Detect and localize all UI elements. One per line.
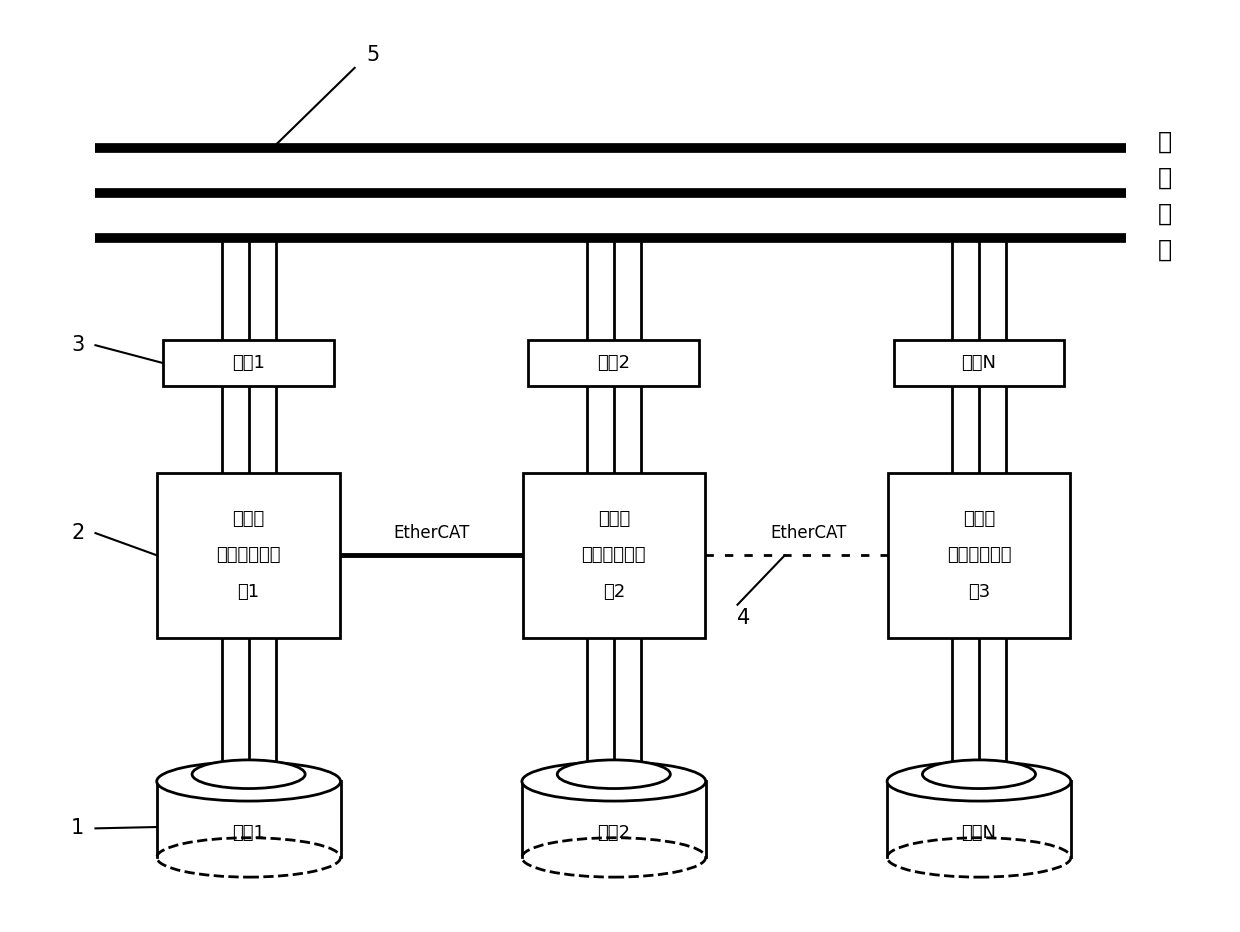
Text: 3: 3 [71, 336, 84, 355]
Text: 1: 1 [71, 818, 84, 839]
Text: 一体化: 一体化 [598, 510, 630, 528]
Ellipse shape [192, 760, 305, 788]
Ellipse shape [887, 761, 1071, 802]
Text: 飞轮2: 飞轮2 [598, 824, 630, 843]
Bar [528, 340, 699, 387]
Text: 交: 交 [1158, 130, 1172, 154]
Text: 开关N: 开关N [961, 354, 997, 372]
Ellipse shape [522, 761, 706, 802]
Text: 网: 网 [1158, 238, 1172, 262]
Text: 开关1: 开关1 [232, 354, 265, 372]
Bar [522, 473, 706, 638]
Text: 飞轮储能变流: 飞轮储能变流 [946, 546, 1012, 565]
Text: 器2: 器2 [603, 582, 625, 601]
Text: 飞轮储能变流: 飞轮储能变流 [582, 546, 646, 565]
Text: 器1: 器1 [238, 582, 259, 601]
Text: 飞轮储能变流: 飞轮储能变流 [216, 546, 281, 565]
Bar [894, 340, 1064, 387]
Text: 飞轮N: 飞轮N [961, 824, 997, 843]
Text: 飞轮1: 飞轮1 [232, 824, 265, 843]
Ellipse shape [156, 761, 341, 802]
Text: 2: 2 [71, 523, 84, 543]
Text: 一体化: 一体化 [232, 510, 265, 528]
Text: 4: 4 [737, 608, 750, 628]
Bar [164, 340, 334, 387]
Bar [157, 473, 340, 638]
Bar [888, 473, 1070, 638]
Text: 电: 电 [1158, 201, 1172, 226]
Ellipse shape [557, 760, 671, 788]
Text: EtherCAT: EtherCAT [393, 524, 470, 542]
Text: 流: 流 [1158, 166, 1172, 190]
Text: 一体化: 一体化 [962, 510, 996, 528]
Text: EtherCAT: EtherCAT [770, 524, 847, 542]
Ellipse shape [923, 760, 1035, 788]
Text: 器3: 器3 [968, 582, 990, 601]
Text: 开关2: 开关2 [598, 354, 630, 372]
Text: 5: 5 [367, 45, 379, 65]
